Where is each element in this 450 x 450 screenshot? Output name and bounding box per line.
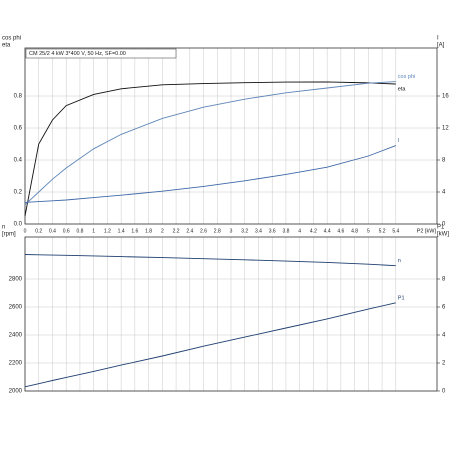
x-tick-label: 3 (230, 228, 233, 234)
header-box (25, 48, 177, 59)
series-line (24, 145, 396, 203)
x-tick-label: 0.8 (76, 228, 83, 234)
x-tick-label: 4.2 (310, 228, 317, 234)
y-tick-label: 2000 (9, 389, 23, 395)
x-tick-label: 1.6 (131, 228, 138, 234)
y2-tick-label: 12 (442, 126, 449, 132)
x-tick-label: 5 (367, 228, 370, 234)
y2-tick-label: 0 (442, 222, 446, 228)
y2-tick-label: 6 (442, 305, 446, 311)
series-line (24, 254, 396, 267)
y2-tick-label: 2 (442, 361, 446, 367)
y2-tick-label: 8 (442, 277, 446, 283)
y2-axis-label: [A] (437, 43, 445, 49)
x-tick-label: 1.2 (104, 228, 111, 234)
y-tick-label: 2800 (9, 277, 23, 283)
plot-frame (24, 236, 438, 392)
y2-tick-label: 8 (442, 158, 446, 164)
x-tick-label: 4.4 (324, 228, 331, 234)
x-tick-label: 3.2 (241, 228, 248, 234)
x-axis-label: P2 [kW] (417, 228, 437, 234)
y-axis-label: cos phi (2, 36, 21, 42)
x-tick-label: 2.8 (214, 228, 221, 234)
y2-axis-label: P1 (437, 225, 445, 231)
x-tick-label: 0.4 (49, 228, 56, 234)
y2-tick-label: 0 (442, 389, 446, 395)
x-tick-label: 1.8 (145, 228, 152, 234)
x-tick-label: 0.2 (35, 228, 42, 234)
x-tick-label: 4 (298, 228, 301, 234)
x-tick-label: 0.6 (63, 228, 70, 234)
y2-tick-label: 4 (442, 333, 446, 339)
y-tick-label: 0.2 (14, 190, 23, 196)
y2-tick-label: 4 (442, 190, 446, 196)
series-line (24, 81, 396, 206)
x-tick-label: 3.6 (269, 228, 276, 234)
plot-frame (24, 47, 438, 225)
series-line (24, 81, 396, 217)
x-tick-label: 2.2 (173, 228, 180, 234)
y-tick-label: 0.0 (14, 222, 23, 228)
y-tick-label: 2600 (9, 305, 23, 311)
y-tick-label: 2200 (9, 361, 23, 367)
y-tick-label: 0.6 (14, 126, 23, 132)
y-tick-label: 0.4 (14, 158, 23, 164)
series-line (24, 302, 396, 388)
y2-axis-label: [kW] (437, 232, 449, 238)
series-label: I (398, 138, 400, 144)
y-axis-label: eta (2, 43, 11, 49)
series-label: n (398, 258, 401, 264)
x-tick-label: 2.6 (200, 228, 207, 234)
series-label: eta (398, 86, 407, 92)
series-label: P1 (398, 295, 405, 301)
x-tick-label: 3.8 (282, 228, 289, 234)
x-tick-label: 1.4 (118, 228, 125, 234)
y-axis-label: n (2, 225, 5, 231)
x-tick-label: 5.4 (392, 228, 399, 234)
x-tick-label: 1 (92, 228, 95, 234)
y2-tick-label: 16 (442, 94, 449, 100)
y2-axis-label: I (437, 36, 439, 42)
series-label: cos phi (398, 74, 415, 80)
x-tick-label: 0 (24, 228, 27, 234)
y-tick-label: 0.8 (14, 94, 23, 100)
x-tick-label: 3.4 (255, 228, 262, 234)
x-tick-label: 2 (161, 228, 164, 234)
x-tick-label: 4.8 (351, 228, 358, 234)
y-tick-label: 2400 (9, 333, 23, 339)
x-tick-label: 4.6 (337, 228, 344, 234)
x-tick-label: 5.2 (379, 228, 386, 234)
y-axis-label: [rpm] (2, 232, 16, 238)
header: CM 25/2 4 kW 3*400 V, 50 Hz, SF=0.00 (29, 51, 126, 57)
x-tick-label: 2.4 (186, 228, 193, 234)
